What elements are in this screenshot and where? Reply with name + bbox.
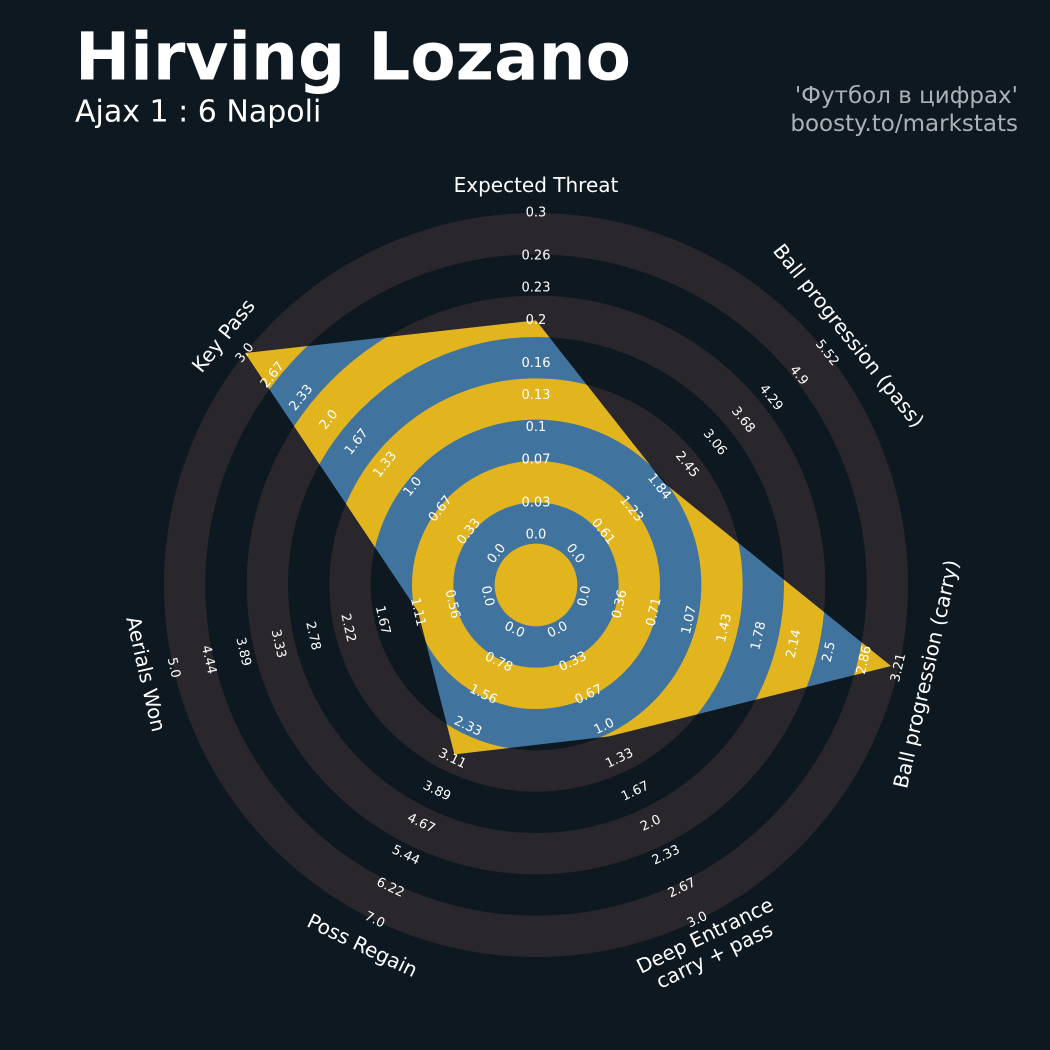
tick-label: 4.44 [198, 644, 219, 676]
polygon-ring [412, 461, 660, 709]
tick-label: 0.56 [442, 588, 463, 620]
tick-label: 0.2 [526, 313, 547, 328]
tick-label: 1.07 [679, 604, 700, 636]
tick-label: 2.14 [783, 628, 804, 660]
polygon-ring [494, 543, 578, 627]
tick-label: 0.36 [609, 588, 630, 620]
tick-label: 1.43 [714, 612, 735, 644]
tick-label: 0.03 [522, 495, 551, 510]
tick-label: 0.3 [526, 206, 547, 221]
tick-label: 3.06 [700, 427, 730, 459]
tick-label: 1.11 [407, 596, 428, 628]
tick-label: 0.23 [522, 281, 551, 296]
tick-label: 1.78 [748, 620, 769, 652]
param-label: Expected Threat [454, 173, 619, 197]
chart-subtitle: Ajax 1 : 6 Napoli [75, 95, 321, 130]
tick-label: 0.0 [575, 584, 594, 608]
credit: 'Футбол в цифрах' [795, 83, 1018, 109]
chart-title: Hirving Lozano [75, 19, 631, 96]
background-ring [246, 295, 826, 875]
tick-label: 0.13 [522, 388, 551, 403]
tick-label: 2.78 [302, 620, 323, 652]
tick-label: 1.67 [619, 779, 652, 805]
tick-label: 2.86 [854, 644, 875, 676]
tick-label: 0.26 [522, 248, 551, 263]
tick-label: 0.16 [522, 356, 551, 371]
tick-label: 3.89 [232, 636, 253, 668]
tick-label: 5.0 [164, 656, 183, 680]
tick-label: 2.22 [337, 612, 358, 644]
tick-label: 0.0 [526, 528, 547, 543]
credit: boosty.to/markstats [790, 111, 1018, 137]
tick-label: 1.67 [372, 604, 393, 636]
tick-label: 0.71 [644, 596, 665, 628]
tick-label: 2.5 [820, 640, 839, 664]
tick-label: 3.33 [268, 628, 289, 660]
background-ring [164, 213, 908, 957]
tick-label: 0.1 [526, 420, 547, 435]
tick-label: 3.21 [888, 652, 909, 684]
param-label: Aerials Won [121, 614, 171, 734]
tick-label: 3.89 [420, 778, 453, 804]
tick-label: 0.0 [478, 584, 497, 608]
tick-label: 0.07 [522, 452, 551, 467]
